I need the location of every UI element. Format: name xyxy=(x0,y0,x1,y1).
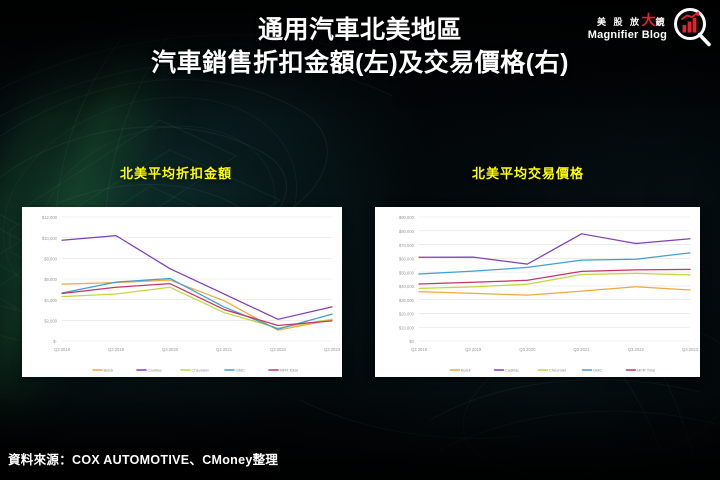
y-axis-tick-label: $0 xyxy=(409,339,414,344)
y-axis-tick-label: $90,000 xyxy=(399,215,415,220)
x-axis-tick-label: Q3 2021 xyxy=(216,347,233,352)
y-axis-tick-label: $8,000 xyxy=(44,257,57,262)
y-axis-tick-label: $12,000 xyxy=(42,215,58,220)
heading-right-chart: 北美平均交易價格 xyxy=(472,166,585,181)
y-axis-tick-label: $50,000 xyxy=(399,270,415,275)
heading-left-chart: 北美平均折扣金額 xyxy=(120,166,233,181)
line-chart-transaction-price: $0 $10,000 $20,000 $30,000 $40,000 $50,000 $60… xyxy=(399,215,699,373)
x-axis-tick-label: Q3 2020 xyxy=(519,347,536,352)
legend-label: MFR Total xyxy=(280,368,298,373)
data-source-note: 資料來源：COX AUTOMOTIVE、CMoney整理 xyxy=(8,453,279,467)
legend-label: Buick xyxy=(461,368,471,373)
series-line-buick xyxy=(418,286,691,296)
title-line-2: 汽車銷售折扣金額(左)及交易價格(右) xyxy=(151,49,569,77)
x-axis-tick-label: Q3 2018 xyxy=(411,347,428,352)
legend-label: Cadillac xyxy=(505,368,519,373)
chart-card-transaction-price[interactable]: $0 $10,000 $20,000 $30,000 $40,000 $50,000 $60… xyxy=(375,207,700,377)
y-axis-tick-label: $40,000 xyxy=(399,284,415,289)
legend-label: MFR Total xyxy=(637,368,655,373)
legend-label: Chevrolet xyxy=(549,368,567,373)
legend-label: Chevrolet xyxy=(192,368,210,373)
y-axis-tick-label: $20,000 xyxy=(399,312,415,317)
x-axis-tick-label: Q3 2021 xyxy=(574,347,591,352)
magnifier-bar-chart-icon xyxy=(674,8,711,47)
series-line-buick xyxy=(61,279,333,331)
brand-logo-cn-big: 大 xyxy=(641,12,656,28)
x-axis-tick-label: Q3 2019 xyxy=(465,347,482,352)
y-axis-tick-label: $10,000 xyxy=(399,325,415,330)
x-axis-tick-label: Q3 2022 xyxy=(628,347,645,352)
series-line-gmc xyxy=(61,277,333,330)
brand-logo-english: Magnifier Blog xyxy=(587,29,667,41)
y-axis-tick-label: $10,000 xyxy=(42,236,58,241)
x-axis-tick-label: Q3 2023 xyxy=(324,347,341,352)
series-line-cadillac xyxy=(61,234,333,320)
x-axis-tick-label: Q3 2023 xyxy=(682,347,699,352)
x-axis-tick-label: Q3 2018 xyxy=(54,347,71,352)
series-line-gmc xyxy=(418,252,691,275)
x-axis-tick-label: Q3 2022 xyxy=(270,347,287,352)
y-axis-tick-label: $- xyxy=(53,339,57,344)
y-axis-tick-label: $30,000 xyxy=(399,298,415,303)
legend-label: GMC xyxy=(593,368,602,373)
brand-logo[interactable]: 美 股 放大鏡 Magnifier Blog xyxy=(588,6,713,50)
brand-logo-cn-part2: 鏡 xyxy=(655,17,667,27)
x-axis-tick-label: Q3 2020 xyxy=(162,347,179,352)
legend-label: Cadillac xyxy=(148,368,162,373)
y-axis-tick-label: $70,000 xyxy=(399,243,415,248)
y-axis-tick-label: $2,000 xyxy=(44,319,57,324)
x-axis-tick-label: Q3 2019 xyxy=(108,347,125,352)
legend-label: GMC xyxy=(236,368,245,373)
brand-logo-cn-part1: 美 股 放 xyxy=(596,17,642,27)
legend-label: Buick xyxy=(104,368,114,373)
y-axis-tick-label: $80,000 xyxy=(399,229,415,234)
y-axis-tick-label: $4,000 xyxy=(44,298,57,303)
y-axis-tick-label: $6,000 xyxy=(44,277,57,282)
brand-logo-chinese: 美 股 放大鏡 xyxy=(588,12,667,28)
series-line-cadillac xyxy=(418,233,691,265)
brand-logo-text: 美 股 放大鏡 Magnifier Blog xyxy=(587,12,669,42)
y-axis-tick-label: $60,000 xyxy=(399,257,415,262)
chart-card-discount[interactable]: $- $2,000 $4,000 $6,000 $8,000 $10,000 $12,000… xyxy=(22,207,342,377)
line-chart-discount: $- $2,000 $4,000 $6,000 $8,000 $10,000 $12,000… xyxy=(42,215,341,373)
